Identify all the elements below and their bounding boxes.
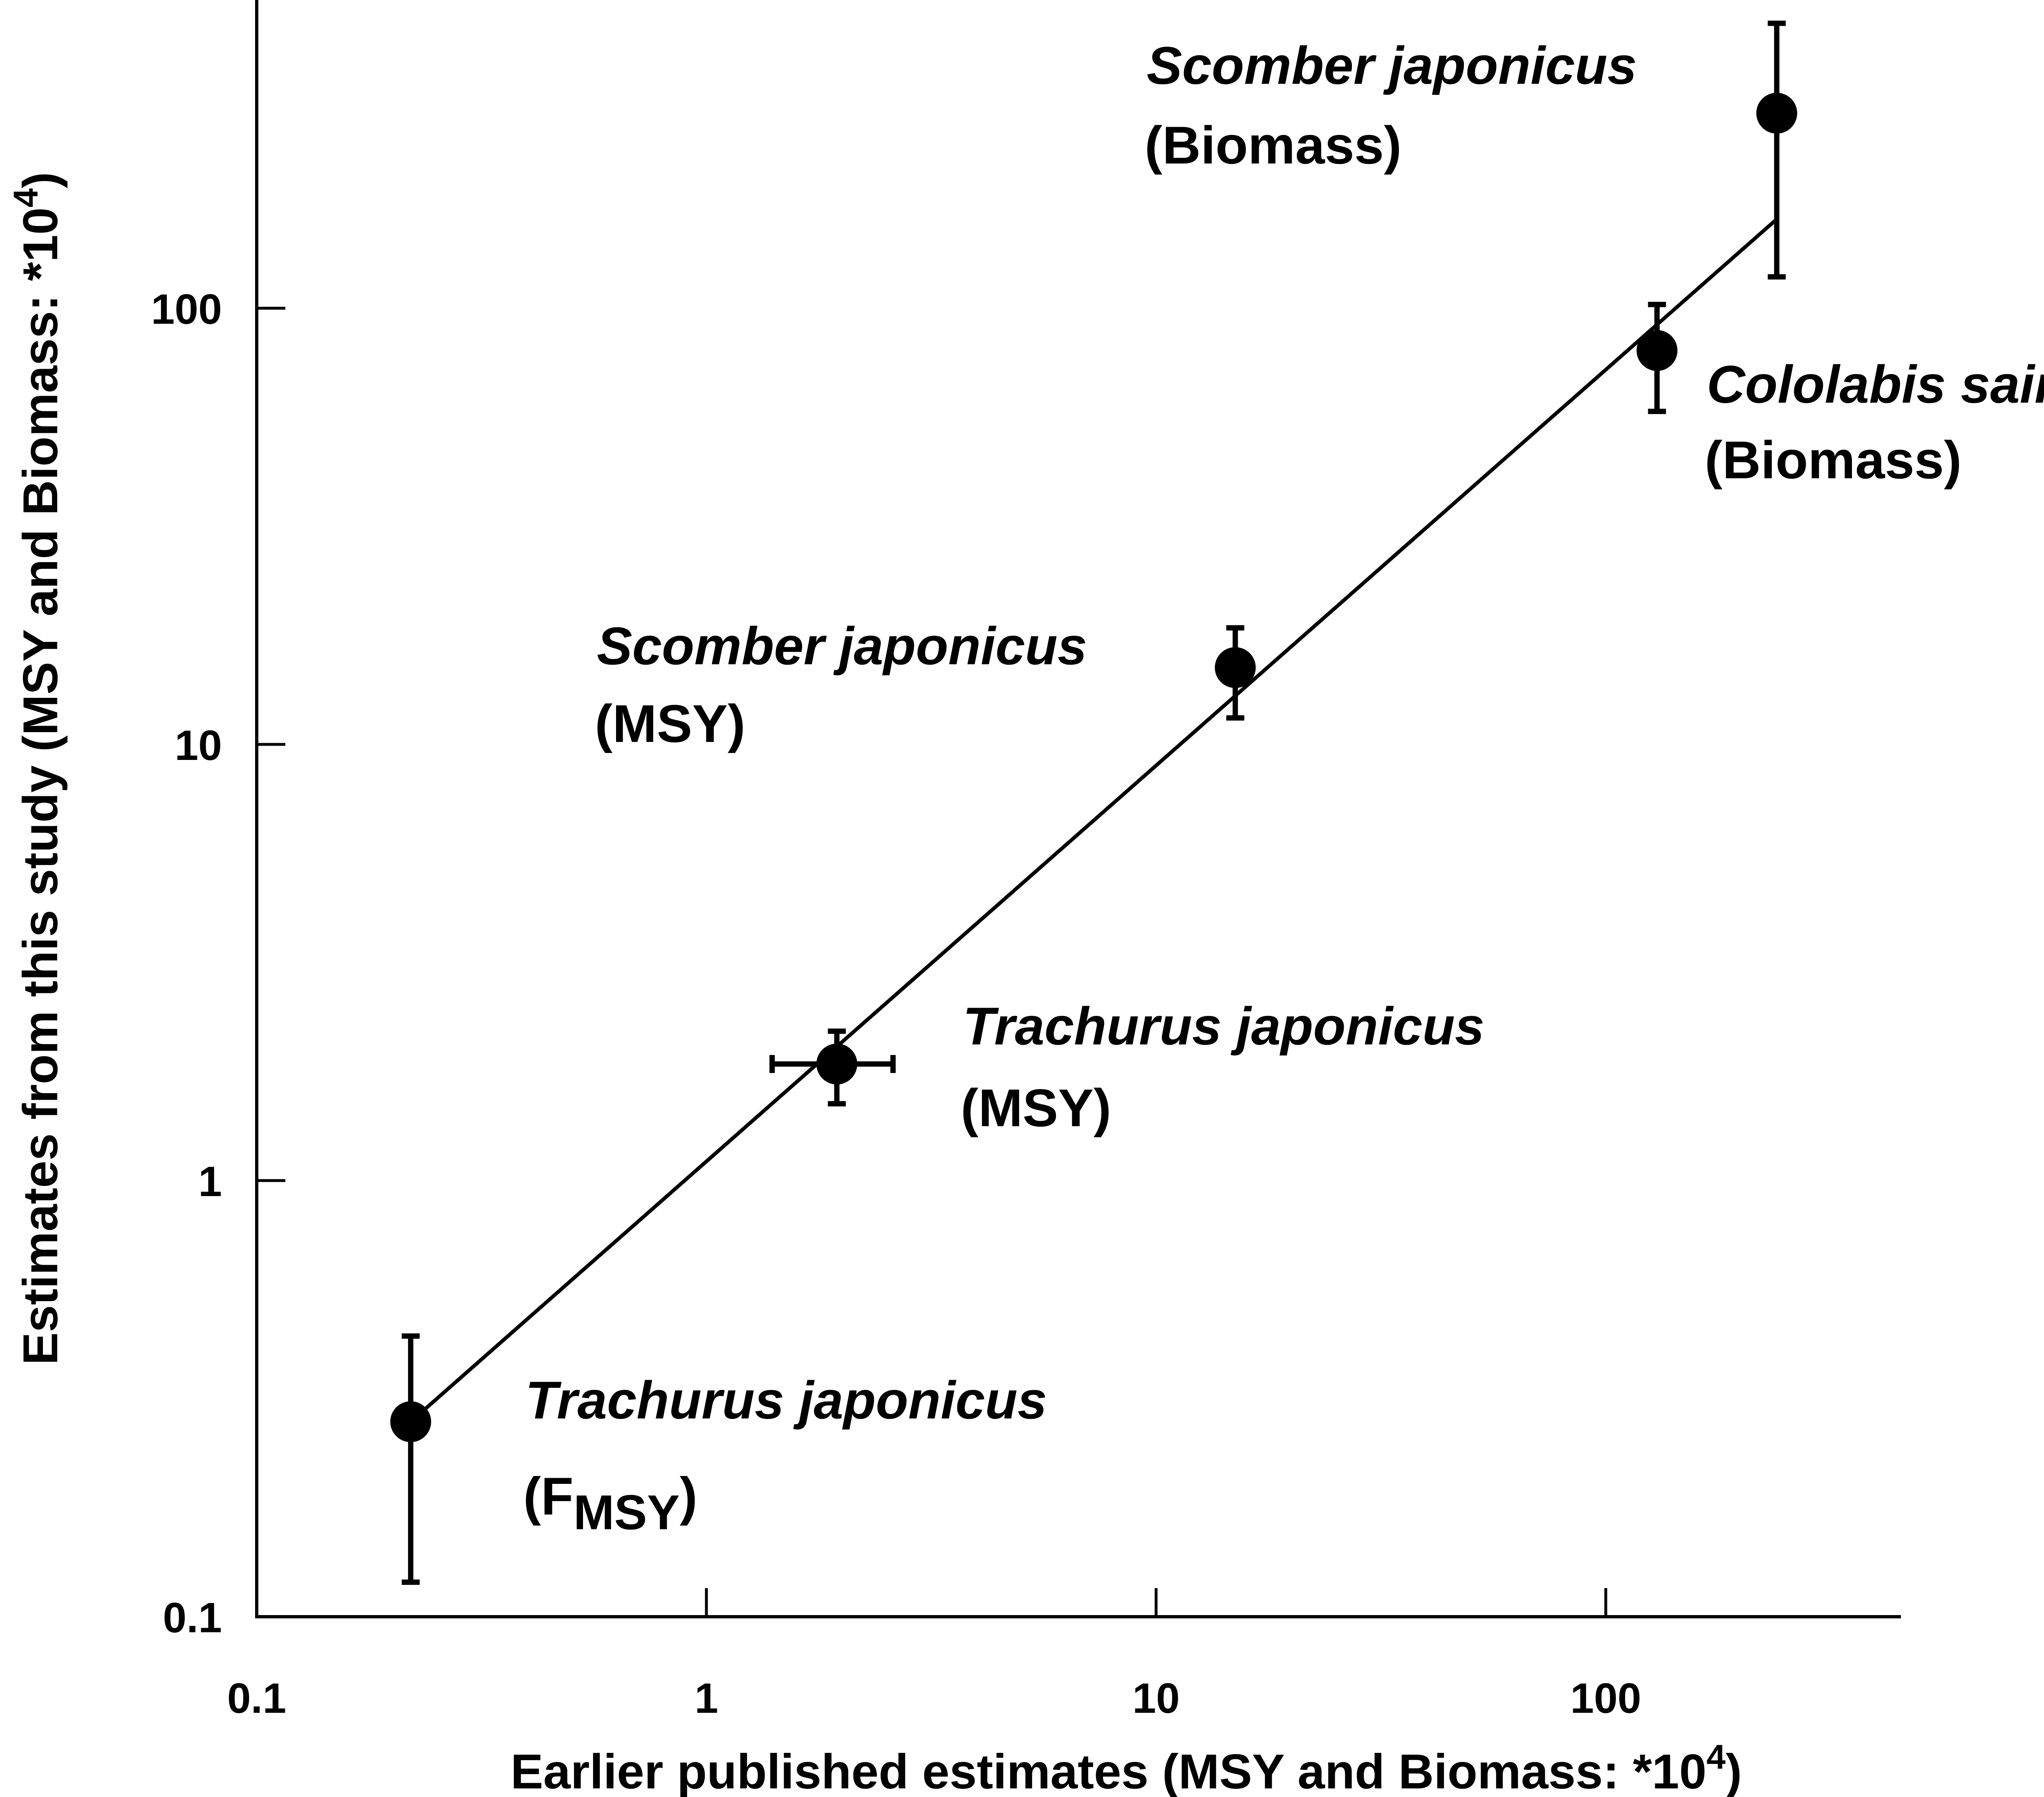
annotation-trachurus-fmsy: Trachurus japonicus (FMSY) <box>523 1370 1047 1540</box>
fit-line <box>409 217 1778 1423</box>
y-tick-label: 100 <box>151 286 222 333</box>
data-points <box>390 92 1797 1442</box>
x-tick-label: 100 <box>1570 1675 1641 1722</box>
annotation-scomber-msy: Scomber japonicus (MSY) <box>595 616 1087 753</box>
annotation-species: Trachurus japonicus <box>963 996 1484 1056</box>
data-point <box>1636 330 1678 371</box>
annotation-type: (Biomass) <box>1705 430 1961 490</box>
x-tick-label: 0.1 <box>227 1675 287 1722</box>
annotation-species: Scomber japonicus <box>597 616 1087 676</box>
x-tick-label: 10 <box>1132 1675 1180 1722</box>
data-point <box>816 1043 858 1084</box>
ticks: 0.1 1 10 100 0.1 1 10 100 <box>151 286 1641 1722</box>
y-tick-label: 1 <box>198 1158 222 1205</box>
y-axis-title: Estimates from this study (MSY and Bioma… <box>7 172 68 1365</box>
annotation-scomber-biomass: Scomber japonicus (Biomass) <box>1145 36 1637 175</box>
annotation-species: Scomber japonicus <box>1147 36 1637 95</box>
annotation-type: (FMSY) <box>523 1466 697 1540</box>
y-tick-label: 10 <box>175 722 222 769</box>
annotation-type: (MSY) <box>595 694 745 753</box>
x-axis-title: Earlier published estimates (MSY and Bio… <box>511 1738 1742 1797</box>
axes <box>255 0 1901 1618</box>
data-point <box>390 1401 431 1442</box>
data-point <box>1215 647 1256 688</box>
annotation-species: Trachurus japonicus <box>525 1370 1047 1430</box>
annotation-species: Cololabis saira <box>1707 354 2044 414</box>
data-point <box>1756 92 1797 134</box>
fit-line-group <box>409 217 1778 1423</box>
y-tick-label: 0.1 <box>163 1594 222 1642</box>
annotation-type: (Biomass) <box>1145 115 1401 175</box>
annotation-type: (MSY) <box>961 1078 1111 1138</box>
annotation-cololabis-biomass: Cololabis saira (Biomass) <box>1705 354 2044 490</box>
error-bars <box>401 20 1786 1585</box>
annotation-trachurus-msy: Trachurus japonicus (MSY) <box>961 996 1484 1138</box>
x-tick-label: 1 <box>695 1675 718 1722</box>
